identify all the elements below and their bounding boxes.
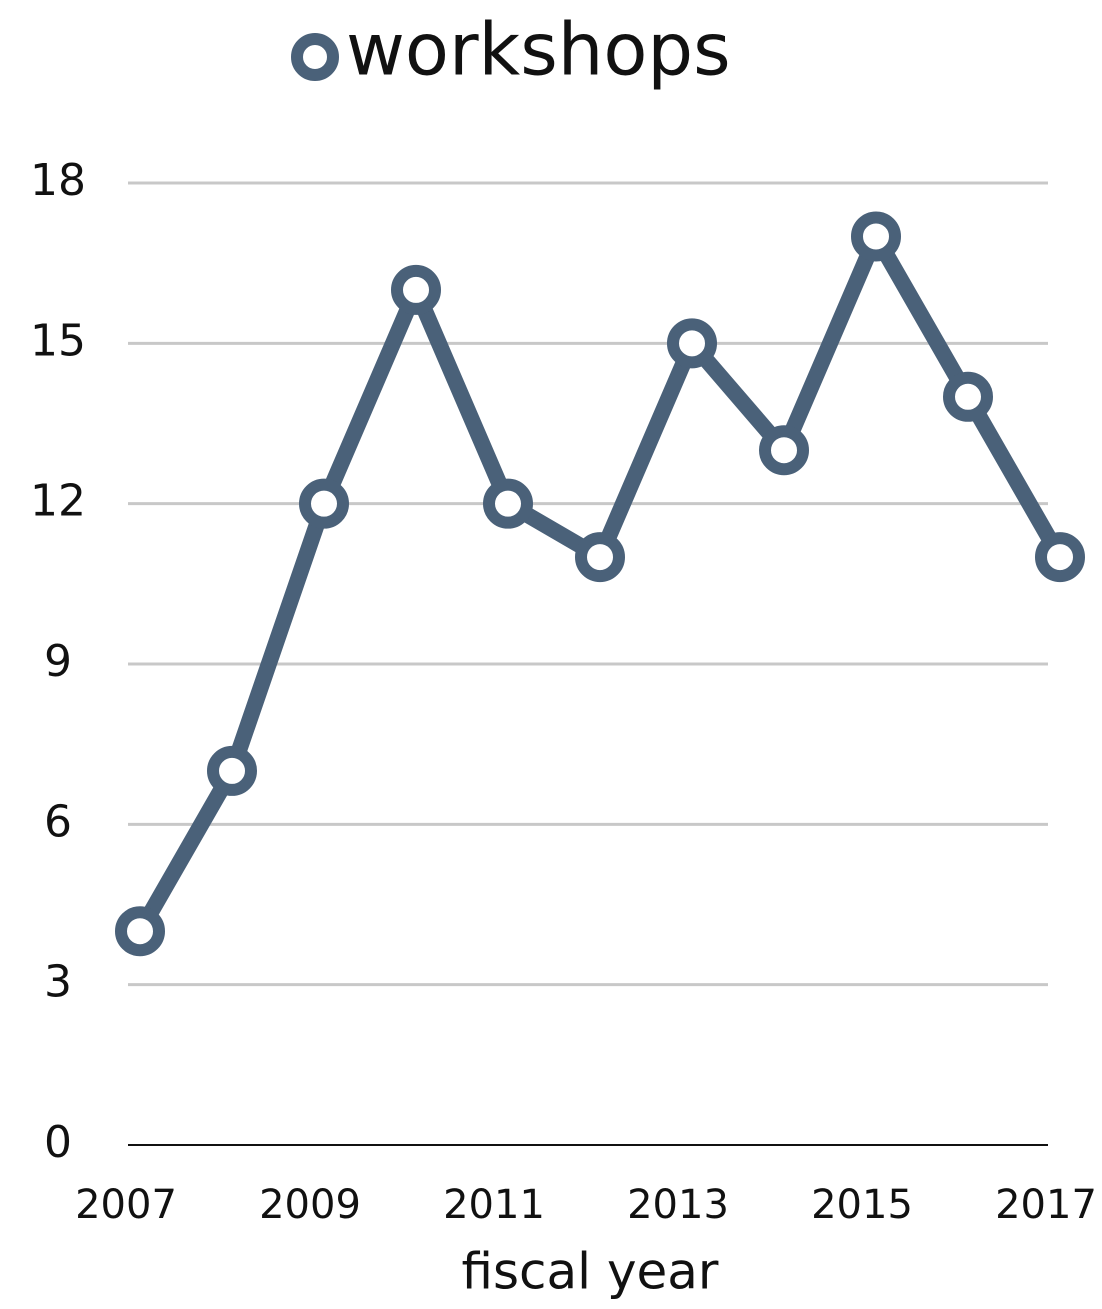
x-tick-label: 2013	[627, 1182, 729, 1228]
point-marker	[391, 264, 441, 315]
legend-label: workshops	[346, 8, 731, 92]
point-marker	[115, 906, 165, 957]
y-tick-label: 0	[44, 1117, 72, 1168]
y-tick-label: 12	[30, 476, 86, 527]
x-tick-label: 2007	[75, 1182, 177, 1228]
y-tick-label: 9	[44, 636, 72, 687]
point-marker	[207, 745, 257, 796]
point-marker	[299, 478, 349, 529]
legend-marker	[291, 33, 339, 81]
point-marker	[1035, 532, 1085, 583]
y-tick-label: 15	[30, 315, 86, 366]
point-marker	[667, 318, 717, 369]
x-tick-label: 2015	[811, 1182, 913, 1228]
x-tick-label: 2009	[259, 1182, 361, 1228]
point-marker	[851, 211, 901, 262]
y-tick-label: 18	[30, 155, 86, 206]
point-marker	[759, 425, 809, 476]
y-tick-label: 3	[44, 957, 72, 1008]
x-tick-label: 2011	[443, 1182, 545, 1228]
y-tick-label: 6	[44, 796, 72, 847]
x-tick-label: 2017	[995, 1182, 1097, 1228]
series-line	[133, 228, 1067, 936]
point-marker	[483, 478, 533, 529]
x-axis-label: fiscal year	[461, 1243, 718, 1301]
point-marker	[575, 532, 625, 583]
point-marker	[943, 371, 993, 422]
